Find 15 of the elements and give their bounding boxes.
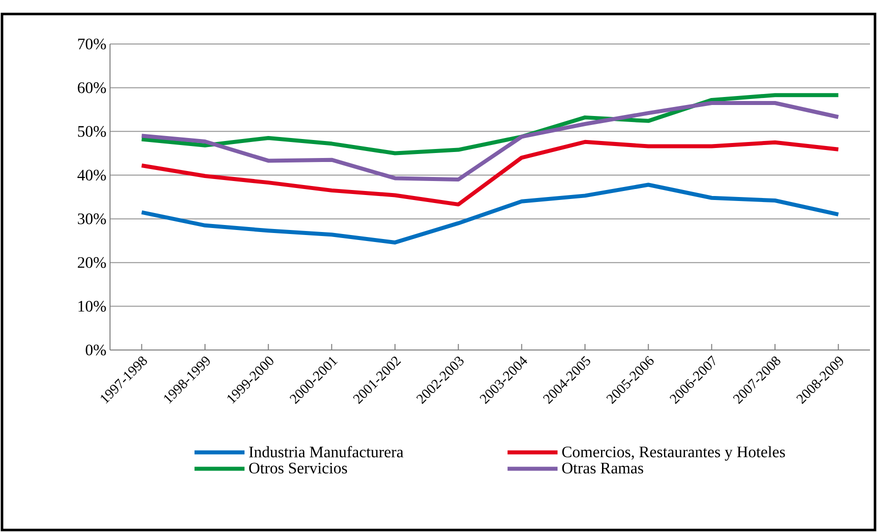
line-series: [140, 101, 840, 182]
y-tick-label: 40%: [77, 170, 106, 181]
y-tick-label: 30%: [78, 213, 106, 224]
y-tick-label: 10%: [78, 300, 106, 312]
legend-label: Comercios, Restaurantes y Hoteles: [562, 446, 785, 461]
y-tick-label: 50%: [78, 126, 106, 137]
legend-label: Otras Ramas: [562, 462, 644, 474]
y-tick-label: 60%: [78, 82, 106, 94]
y-tick-label: 20%: [78, 257, 106, 268]
y-tick-label: 70%: [78, 38, 106, 50]
y-tick-label: 0%: [86, 344, 106, 356]
legend-label: Industria Manufacturera: [249, 446, 404, 458]
line-series: [140, 182, 840, 244]
line-series: [140, 140, 840, 206]
legend-label: Otros Servicios: [249, 462, 348, 474]
